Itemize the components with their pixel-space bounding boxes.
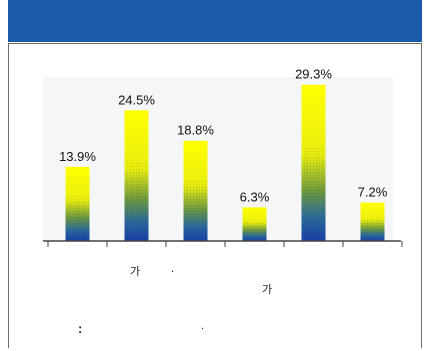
bar-texture-3: [183, 180, 208, 241]
bar-texture-2: [124, 162, 149, 241]
bar-texture-4: [242, 220, 267, 241]
data-label-6: 7.2%: [358, 185, 388, 200]
bar-texture-5: [301, 147, 326, 241]
header-bar: [8, 0, 422, 42]
plot-background: [43, 77, 393, 241]
note-char-2: 가: [262, 284, 273, 296]
note-char-1: 가: [130, 266, 141, 278]
bar-texture-1: [65, 196, 90, 241]
note-dot-2: .: [201, 320, 205, 332]
note-dot-1: .: [171, 263, 175, 275]
note-colon: :: [78, 321, 83, 336]
data-label-2: 24.5%: [118, 92, 155, 107]
bar-texture-6: [360, 217, 385, 241]
data-label-1: 13.9%: [59, 149, 96, 164]
data-label-5: 29.3%: [295, 67, 332, 82]
data-label-4: 6.3%: [240, 189, 270, 204]
data-label-3: 18.8%: [177, 123, 214, 138]
